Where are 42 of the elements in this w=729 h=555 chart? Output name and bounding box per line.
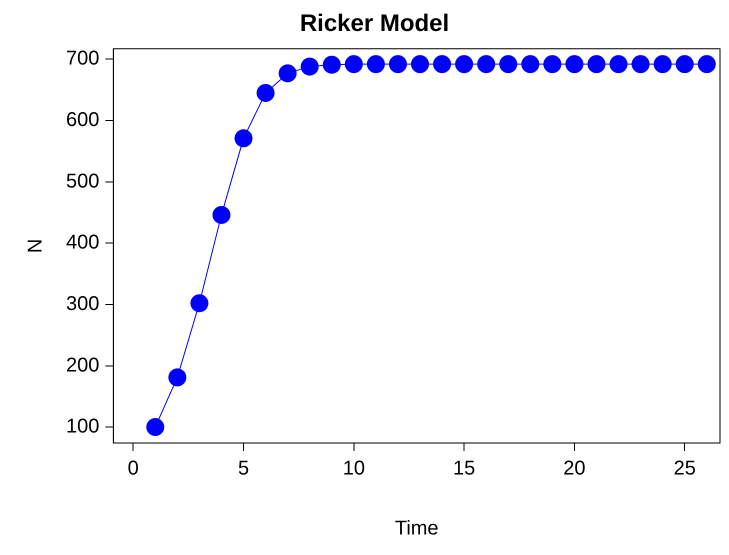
- y-tick-label: 500: [66, 170, 100, 192]
- y-axis-title: N: [24, 238, 47, 254]
- point: [322, 56, 341, 74]
- y-tick-label: 100: [66, 416, 100, 438]
- point: [654, 55, 672, 74]
- point: [565, 55, 584, 74]
- point: [477, 55, 496, 74]
- point: [256, 84, 275, 102]
- point: [410, 55, 429, 74]
- point: [455, 55, 474, 74]
- point: [300, 58, 319, 76]
- point: [212, 206, 230, 224]
- x-tick-label: 15: [452, 458, 476, 480]
- x-tick-label: 25: [674, 458, 696, 480]
- point: [521, 55, 540, 74]
- point: [366, 55, 385, 74]
- point: [146, 418, 164, 436]
- point: [499, 55, 518, 74]
- point: [543, 55, 562, 74]
- y-tick-label: 700: [66, 48, 100, 70]
- point: [168, 368, 186, 386]
- y-tick-label: 400: [66, 232, 100, 254]
- y-tick-label: 200: [66, 354, 100, 376]
- point: [632, 55, 650, 74]
- point: [433, 55, 452, 74]
- y-tick-label: 600: [66, 109, 100, 132]
- point: [388, 55, 407, 74]
- point: [190, 294, 208, 312]
- y-tick-label: 300: [66, 292, 100, 315]
- point: [278, 64, 297, 82]
- point: [610, 55, 628, 74]
- point: [698, 55, 716, 74]
- x-tick-label: 0: [128, 458, 139, 480]
- point: [587, 55, 606, 74]
- x-tick-label: 20: [563, 458, 586, 480]
- x-axis-title: Time: [394, 518, 439, 540]
- point: [676, 55, 694, 74]
- x-tick-label: 5: [238, 458, 250, 480]
- point: [344, 55, 363, 74]
- x-tick-label: 10: [342, 458, 365, 480]
- chart-title: Ricker Model: [300, 10, 450, 38]
- point: [234, 129, 253, 148]
